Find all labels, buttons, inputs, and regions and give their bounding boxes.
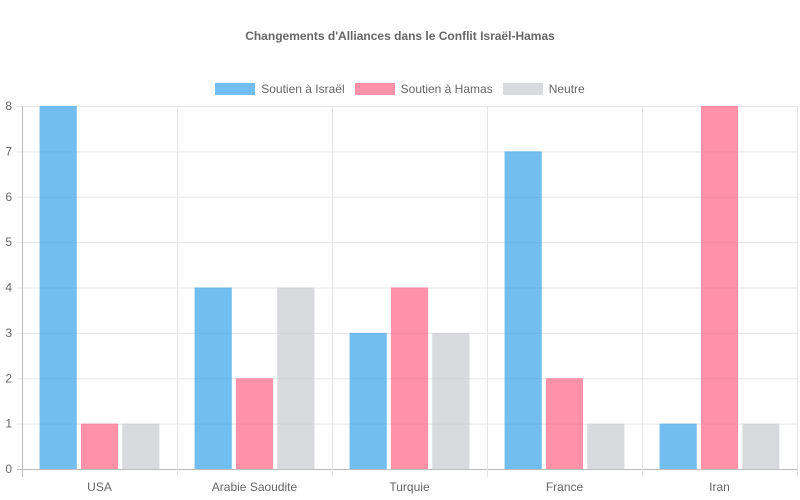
bar-soutien-isra-l[interactable] (194, 287, 232, 470)
y-tick-label: 1 (5, 417, 12, 431)
bar-neutre[interactable] (122, 423, 160, 469)
bar-soutien-hamas[interactable] (545, 378, 584, 469)
x-tick-label: France (546, 480, 584, 494)
bar-soutien-hamas[interactable] (80, 423, 119, 469)
y-tick-label: 5 (5, 235, 12, 249)
bar-soutien-isra-l[interactable] (39, 106, 77, 469)
bar-soutien-hamas[interactable] (700, 106, 739, 469)
legend-item-neutre[interactable]: Neutre (502, 82, 585, 96)
bar-soutien-isra-l[interactable] (349, 332, 387, 469)
legend: Soutien à Israël Soutien à Hamas Neutre (0, 82, 800, 96)
bar-soutien-isra-l[interactable] (659, 423, 697, 469)
bar-neutre[interactable] (587, 423, 625, 469)
x-tick-label: Iran (709, 480, 730, 494)
bar-soutien-hamas[interactable] (390, 287, 429, 470)
legend-swatch-hamas (354, 83, 395, 95)
bar-neutre[interactable] (432, 332, 470, 469)
x-tick-label: Turquie (389, 480, 430, 494)
y-tick-label: 4 (5, 281, 12, 295)
bar-neutre[interactable] (742, 423, 780, 469)
y-tick-label: 0 (5, 462, 12, 476)
y-tick-label: 3 (5, 326, 12, 340)
x-tick-label: Arabie Saoudite (212, 480, 298, 494)
y-tick-label: 6 (5, 190, 12, 204)
legend-label: Soutien à Hamas (400, 82, 493, 96)
legend-label: Neutre (548, 82, 585, 96)
bar-neutre[interactable] (277, 287, 315, 470)
legend-swatch-israel (215, 83, 256, 95)
x-tick-label: USA (87, 480, 112, 494)
legend-item-israel[interactable]: Soutien à Israël (215, 82, 345, 96)
y-tick-label: 2 (5, 371, 12, 385)
legend-label: Soutien à Israël (261, 82, 345, 96)
legend-swatch-neutre (502, 83, 543, 95)
y-tick-label: 7 (5, 144, 12, 158)
legend-item-hamas[interactable]: Soutien à Hamas (354, 82, 493, 96)
bar-soutien-isra-l[interactable] (504, 151, 542, 469)
chart-title: Changements d'Alliances dans le Conflit … (245, 29, 555, 43)
y-tick-label: 8 (5, 99, 12, 113)
bar-soutien-hamas[interactable] (235, 378, 274, 469)
